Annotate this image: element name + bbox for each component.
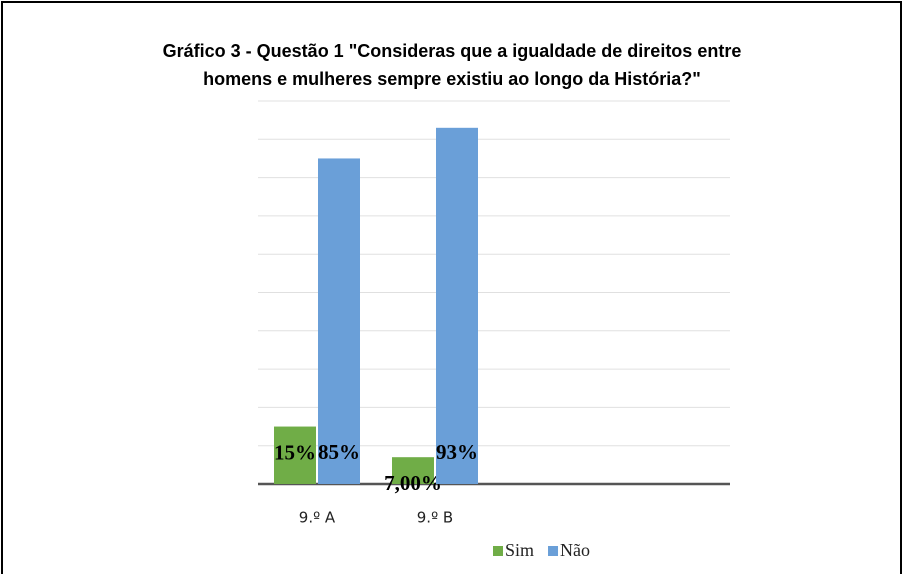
data-label: 93% <box>436 440 478 464</box>
legend-label: Sim <box>505 540 534 560</box>
chart-title: Gráfico 3 - Questão 1 "Consideras que a … <box>163 41 742 61</box>
x-tick-label: 9.º B <box>417 509 453 527</box>
data-label: 7,00% <box>384 471 442 495</box>
bar <box>274 426 316 484</box>
chart-title: homens e mulheres sempre existiu ao long… <box>203 69 701 89</box>
x-tick-label: 9.º A <box>299 509 336 527</box>
bar <box>392 457 434 484</box>
data-label: 15% <box>274 440 316 464</box>
legend-label: Não <box>560 540 590 560</box>
bar <box>318 158 360 484</box>
bar <box>436 127 478 484</box>
legend-swatch <box>493 546 503 556</box>
data-label: 85% <box>318 440 360 464</box>
legend-swatch <box>548 546 559 556</box>
